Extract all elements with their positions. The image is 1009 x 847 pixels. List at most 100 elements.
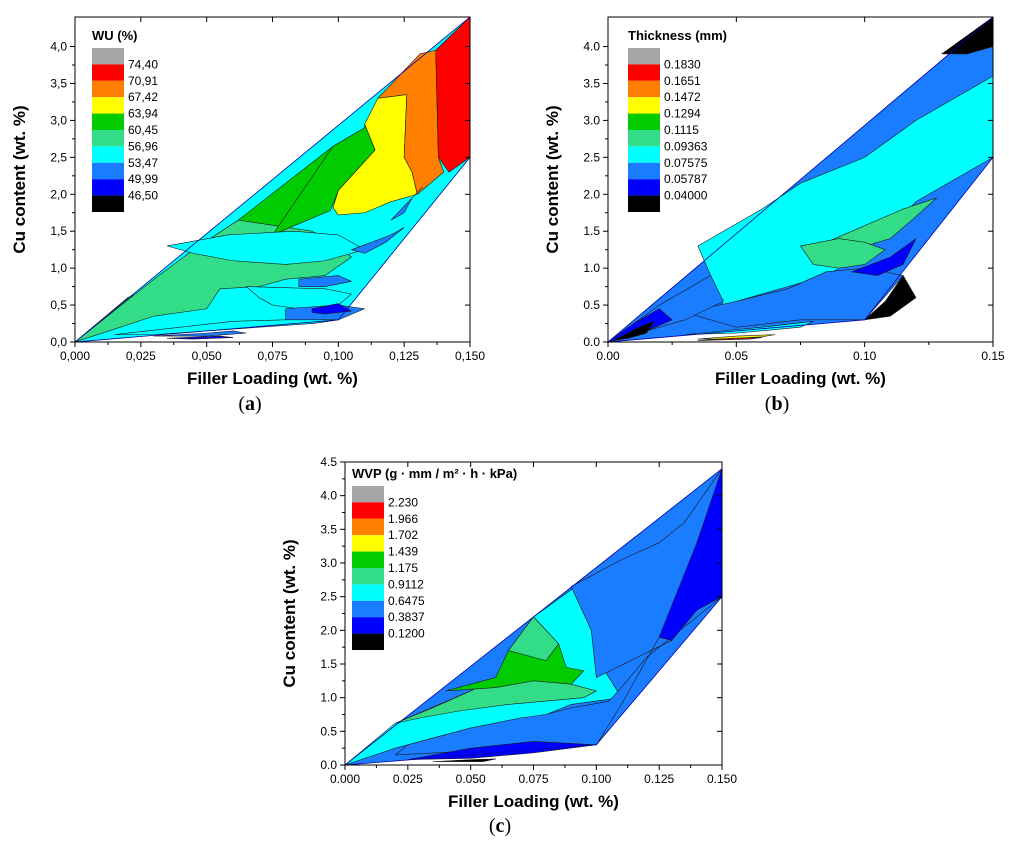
legend-swatch <box>628 162 660 180</box>
legend-value: 1.966 <box>388 512 418 526</box>
contour-region <box>508 616 559 661</box>
legend-swatch <box>92 113 124 130</box>
legend-swatch <box>352 600 384 618</box>
panel-label: (c) <box>489 815 511 837</box>
legend-swatch <box>92 64 124 81</box>
legend-swatch <box>628 80 660 98</box>
legend-value: 1.175 <box>388 561 418 575</box>
y-tick-label: 4.0 <box>583 40 600 54</box>
chart-panel-b: 0.00 0.05 0.10 0.15 0.0 0.5 1.0 1.5 2.0 2.5 3.0 3.5… <box>543 16 1005 415</box>
panel-letter: c <box>496 815 505 837</box>
legend-value: 0.9112 <box>388 577 424 591</box>
legend-title: Thickness (mm) <box>628 28 727 43</box>
x-tick-label: 0.05 <box>725 349 749 363</box>
legend-swatch <box>352 568 384 585</box>
legend-value: 67,42 <box>128 90 158 104</box>
y-tick-label: 1.5 <box>320 657 337 671</box>
contour-region <box>390 186 423 221</box>
contour-region <box>697 75 993 306</box>
contour-fill-group <box>345 468 722 765</box>
legend-value: 0.04000 <box>664 189 708 203</box>
y-tick-label: 3.0 <box>320 556 337 570</box>
y-tick-label: 0.0 <box>583 335 600 349</box>
y-tick-label: 1,0 <box>50 261 67 275</box>
y-tick-label: 3.5 <box>320 522 337 536</box>
legend-value: 0.1830 <box>664 57 701 71</box>
contour-region <box>697 337 763 341</box>
panel-letter: a <box>245 393 255 415</box>
legend-value: 0.1472 <box>664 90 701 104</box>
contour-domain-outline <box>608 17 993 342</box>
x-tick-label: 0.15 <box>981 349 1005 363</box>
contour-region <box>864 275 917 321</box>
legend-value: 0.07575 <box>664 156 708 170</box>
y-tick-label: 0,5 <box>50 298 67 312</box>
contour-region <box>351 227 405 254</box>
legend-swatch <box>352 584 384 601</box>
legend-swatch <box>628 113 660 130</box>
contour-domain-outline <box>345 468 722 765</box>
contour-region <box>166 335 234 340</box>
legend-swatch <box>352 518 384 536</box>
legend-title: WVP (g · mm / m² · h · kPa) <box>352 466 517 481</box>
legend-value: 74,40 <box>128 57 158 71</box>
contour-region <box>800 238 886 269</box>
contour-region <box>166 230 365 265</box>
contour-region <box>394 673 597 724</box>
legend-value: 60,45 <box>128 123 158 137</box>
legend-swatch <box>352 486 384 503</box>
legend-value: 0.09363 <box>664 139 708 153</box>
legend-swatch <box>628 179 660 196</box>
legend-value: 0.05787 <box>664 172 708 186</box>
legend-value: 56,96 <box>128 139 158 153</box>
x-tick-label: 0,150 <box>455 349 485 363</box>
y-tick-label: 2.5 <box>583 150 600 164</box>
contour-region <box>684 321 814 335</box>
y-tick-label: 0.5 <box>583 298 600 312</box>
legend-value: 0.1200 <box>388 627 425 641</box>
y-tick-label: 0,0 <box>50 335 67 349</box>
contour-region <box>851 238 917 276</box>
legend-value: 49,99 <box>128 172 158 186</box>
x-tick-label: 0,125 <box>389 349 419 363</box>
y-axis-label: Cu content (wt. %) <box>10 105 29 253</box>
legend-swatch <box>92 80 124 98</box>
y-tick-label: 2,5 <box>50 150 67 164</box>
legend-swatch <box>352 617 384 634</box>
legend-swatch <box>92 130 124 147</box>
legend-swatch <box>628 146 660 163</box>
contour-region <box>432 758 497 762</box>
chart-panel-c: 0.000 0.025 0.050 0.075 0.100 0.125 0.150 0.0 0.… <box>280 455 737 837</box>
legend-value: 0.1115 <box>664 123 699 137</box>
contour-region <box>298 275 352 287</box>
legend-swatch <box>628 195 660 212</box>
legend-swatch <box>352 633 384 650</box>
y-tick-label: 2.5 <box>320 590 337 604</box>
x-tick-label: 0.100 <box>581 772 611 786</box>
contour-fill-group <box>608 17 993 342</box>
x-tick-label: 0,075 <box>257 349 287 363</box>
x-tick-label: 0.000 <box>330 772 360 786</box>
legend-value: 0.1294 <box>664 107 701 121</box>
legend-value: 0.3837 <box>388 610 425 624</box>
x-tick-label: 0.10 <box>853 349 877 363</box>
contour-fill-group <box>75 17 470 342</box>
y-tick-label: 0.0 <box>320 758 337 772</box>
y-tick-label: 3,0 <box>50 113 67 127</box>
y-tick-label: 0.5 <box>320 724 337 738</box>
x-tick-label: 0.025 <box>393 772 423 786</box>
legend-value: 70,91 <box>128 74 158 88</box>
x-tick-label: 0.150 <box>707 772 737 786</box>
contour-region <box>435 17 470 173</box>
x-axis-label: Filler Loading (wt. %) <box>448 792 619 811</box>
legend-value: 53,47 <box>128 156 158 170</box>
x-tick-label: 0,100 <box>323 349 353 363</box>
y-axis-label: Cu content (wt. %) <box>280 539 299 687</box>
legend-value: 63,94 <box>128 107 158 121</box>
x-tick-label: 0.075 <box>518 772 548 786</box>
legend-swatch <box>628 97 660 114</box>
panel-label: (b) <box>765 393 789 415</box>
legend-swatch <box>628 130 660 147</box>
legend-swatch <box>352 551 384 568</box>
